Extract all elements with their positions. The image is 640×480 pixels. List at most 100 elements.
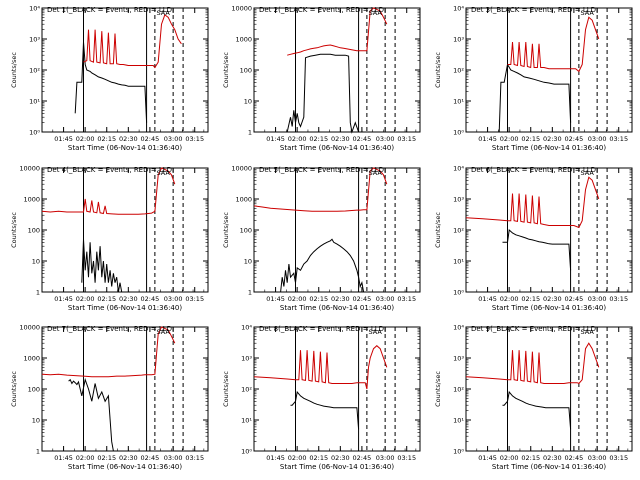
y-tick-label: 10: [32, 417, 40, 425]
saa-label: SAA: [369, 169, 383, 177]
x-tick-label: 02:45: [353, 454, 372, 462]
x-tick-label: 02:15: [521, 295, 540, 303]
x-tick-label: 03:00: [164, 454, 183, 462]
y-tick-label: 10000: [231, 165, 252, 173]
y-tick-label: 100: [240, 227, 252, 235]
y-tick-label: 10³: [241, 355, 252, 363]
x-tick-label: 01:45: [54, 135, 73, 143]
y-tick-label: 10²: [241, 386, 252, 394]
x-tick-label: 03:00: [164, 295, 183, 303]
events-series-line: [290, 390, 360, 430]
y-tick-label: 10000: [19, 324, 40, 332]
x-tick-label: 02:30: [119, 454, 138, 462]
chart-title: Det 5(_BLACK = Events, RED = LLD: [259, 166, 384, 174]
x-tick-label: 03:15: [609, 454, 628, 462]
x-axis-label: Start Time (06-Nov-14 01:36:40): [68, 144, 182, 152]
y-tick-label: 10¹: [453, 98, 464, 106]
x-tick-label: 01:45: [478, 135, 497, 143]
y-tick-label: 100: [28, 386, 40, 394]
y-tick-label: 10: [244, 98, 252, 106]
chart-panel-3: 10⁰ 10¹ 10² 10³ 10⁴ 01:45 02:00 02:15 02:30 02:45…: [434, 5, 633, 152]
lld-series-line: [41, 326, 176, 378]
chart-panel-4: 1 10 100 1000 10000 01:45 02:00 02:15 02:30 02:45…: [10, 165, 209, 312]
y-tick-label: 10¹: [453, 258, 464, 266]
x-tick-label: 02:15: [309, 454, 328, 462]
x-axis-label: Start Time (06-Nov-14 01:36:40): [492, 304, 606, 312]
x-tick-label: 02:45: [565, 135, 584, 143]
y-tick-label: 1000: [23, 355, 40, 363]
y-tick-label: 10⁰: [241, 448, 252, 456]
y-tick-label: 10³: [453, 196, 464, 204]
y-tick-label: 10¹: [29, 98, 40, 106]
y-tick-label: 1: [36, 289, 40, 297]
y-axis-label: Counts/sec: [434, 52, 442, 88]
saa-label: SAA: [369, 328, 383, 336]
chart-title: Det 3(_BLACK = Events, RED = LLD: [471, 6, 596, 14]
events-series-line: [498, 63, 572, 133]
y-tick-label: 10: [244, 258, 252, 266]
x-tick-label: 02:00: [500, 454, 519, 462]
lld-series-line: [41, 167, 176, 215]
events-series-line: [280, 238, 365, 293]
saa-label: SAA: [581, 169, 595, 177]
y-tick-label: 10000: [231, 5, 252, 13]
x-tick-label: 03:15: [609, 295, 628, 303]
y-tick-label: 10²: [453, 227, 464, 235]
x-tick-label: 03:15: [185, 135, 204, 143]
y-axis-label: Counts/sec: [222, 212, 230, 248]
x-tick-label: 03:00: [376, 295, 395, 303]
y-tick-label: 10²: [453, 386, 464, 394]
x-tick-label: 03:15: [397, 454, 416, 462]
lld-series-line: [465, 176, 600, 229]
x-tick-label: 02:00: [288, 295, 307, 303]
x-tick-label: 02:15: [97, 295, 116, 303]
y-tick-label: 10³: [29, 36, 40, 44]
lld-series-line: [253, 345, 388, 390]
x-tick-label: 01:45: [266, 454, 285, 462]
x-axis-label: Start Time (06-Nov-14 01:36:40): [280, 144, 394, 152]
saa-label: SAA: [157, 169, 171, 177]
x-tick-label: 03:15: [397, 135, 416, 143]
y-tick-label: 100: [240, 67, 252, 75]
saa-label: SAA: [581, 9, 595, 17]
y-tick-label: 1: [248, 129, 252, 137]
events-series-line: [74, 41, 148, 123]
x-tick-label: 02:45: [353, 295, 372, 303]
x-tick-label: 02:15: [97, 135, 116, 143]
y-tick-label: 1000: [235, 196, 252, 204]
y-tick-label: 10¹: [453, 417, 464, 425]
x-tick-label: 02:30: [331, 295, 350, 303]
y-axis-label: Counts/sec: [10, 52, 18, 88]
x-tick-label: 02:00: [76, 454, 95, 462]
x-tick-label: 01:45: [478, 295, 497, 303]
x-tick-label: 02:00: [500, 295, 519, 303]
y-tick-label: 10²: [453, 67, 464, 75]
x-tick-label: 02:00: [500, 135, 519, 143]
x-tick-label: 02:45: [565, 295, 584, 303]
lld-series-line: [253, 167, 388, 212]
y-tick-label: 10⁴: [241, 324, 252, 332]
y-tick-label: 10³: [453, 355, 464, 363]
y-tick-label: 10³: [453, 36, 464, 44]
y-tick-label: 10⁰: [453, 129, 464, 137]
y-axis-label: Counts/sec: [434, 212, 442, 248]
x-tick-label: 02:30: [543, 135, 562, 143]
x-tick-label: 02:00: [288, 454, 307, 462]
x-tick-label: 02:30: [543, 295, 562, 303]
y-tick-label: 10: [32, 258, 40, 266]
x-tick-label: 03:15: [397, 295, 416, 303]
x-tick-label: 02:00: [76, 135, 95, 143]
chart-panel-9: 10⁰ 10¹ 10² 10³ 10⁴ 01:45 02:00 02:15 02:30 02:45…: [434, 324, 633, 471]
lld-series-line: [287, 7, 388, 56]
saa-label: SAA: [157, 9, 171, 17]
x-tick-label: 02:45: [141, 135, 160, 143]
x-tick-label: 01:45: [266, 295, 285, 303]
y-axis-label: Counts/sec: [10, 371, 18, 407]
x-tick-label: 03:00: [588, 454, 607, 462]
y-axis-label: Counts/sec: [434, 371, 442, 407]
x-tick-label: 02:15: [309, 295, 328, 303]
chart-title: Det 6(_BLACK = Events, RED = LLD: [471, 166, 596, 174]
y-tick-label: 1: [248, 289, 252, 297]
x-axis-label: Start Time (06-Nov-14 01:36:40): [492, 463, 606, 471]
